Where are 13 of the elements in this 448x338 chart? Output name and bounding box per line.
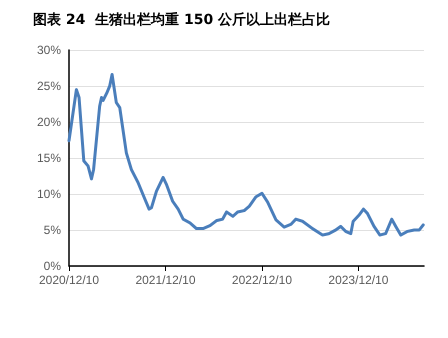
- x-tick-label: 2020/12/10: [38, 273, 100, 287]
- y-tick-label: 30%: [36, 43, 62, 57]
- line-series: [68, 72, 425, 237]
- x-tick-label: 2021/12/10: [135, 273, 196, 287]
- y-tick-label: 25%: [36, 79, 62, 93]
- x-tick-label: 2023/12/10: [328, 273, 389, 287]
- y-tick-label: 20%: [36, 115, 62, 129]
- y-tick-label: 15%: [36, 151, 62, 165]
- y-tick-label: 0%: [44, 259, 62, 273]
- x-tick-label: 2022/12/10: [232, 273, 292, 287]
- y-tick-label: 10%: [36, 187, 62, 201]
- chart-title: 图表 24 生猪出栏均重 150 公斤以上出栏占比: [33, 11, 330, 28]
- y-tick-label: 5%: [44, 223, 62, 237]
